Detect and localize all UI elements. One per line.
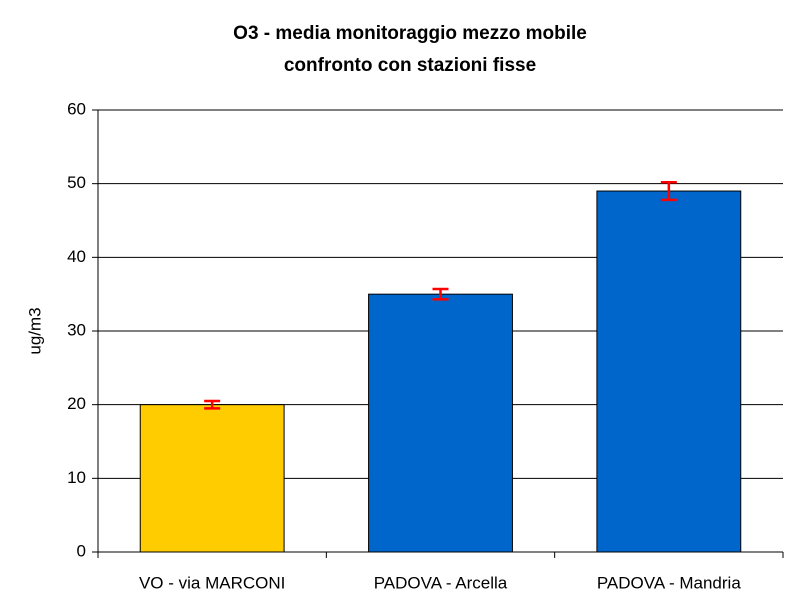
- error-bar: [432, 287, 449, 301]
- x-tick-label: PADOVA - Mandria: [597, 573, 741, 592]
- bar: [596, 190, 742, 553]
- chart-title: O3 - media monitoraggio mezzo mobile: [233, 23, 587, 44]
- y-tick-label: 0: [77, 541, 86, 560]
- y-tick-label: 50: [67, 173, 86, 192]
- y-tick-label: 40: [67, 247, 86, 266]
- chart-subtitle: confronto con stazioni fisse: [284, 55, 536, 76]
- y-tick-label: 10: [67, 468, 86, 487]
- y-axis-label: ug/m3: [25, 307, 44, 354]
- bar: [368, 293, 513, 553]
- y-tick-label: 30: [67, 320, 86, 339]
- x-tick-label: VO - via MARCONI: [139, 573, 285, 592]
- x-tick-label: PADOVA - Arcella: [374, 573, 508, 592]
- error-bar: [660, 180, 677, 202]
- error-bar: [204, 399, 221, 410]
- bar: [139, 404, 285, 553]
- y-tick-label: 60: [67, 99, 86, 118]
- y-tick-label: 20: [67, 394, 86, 413]
